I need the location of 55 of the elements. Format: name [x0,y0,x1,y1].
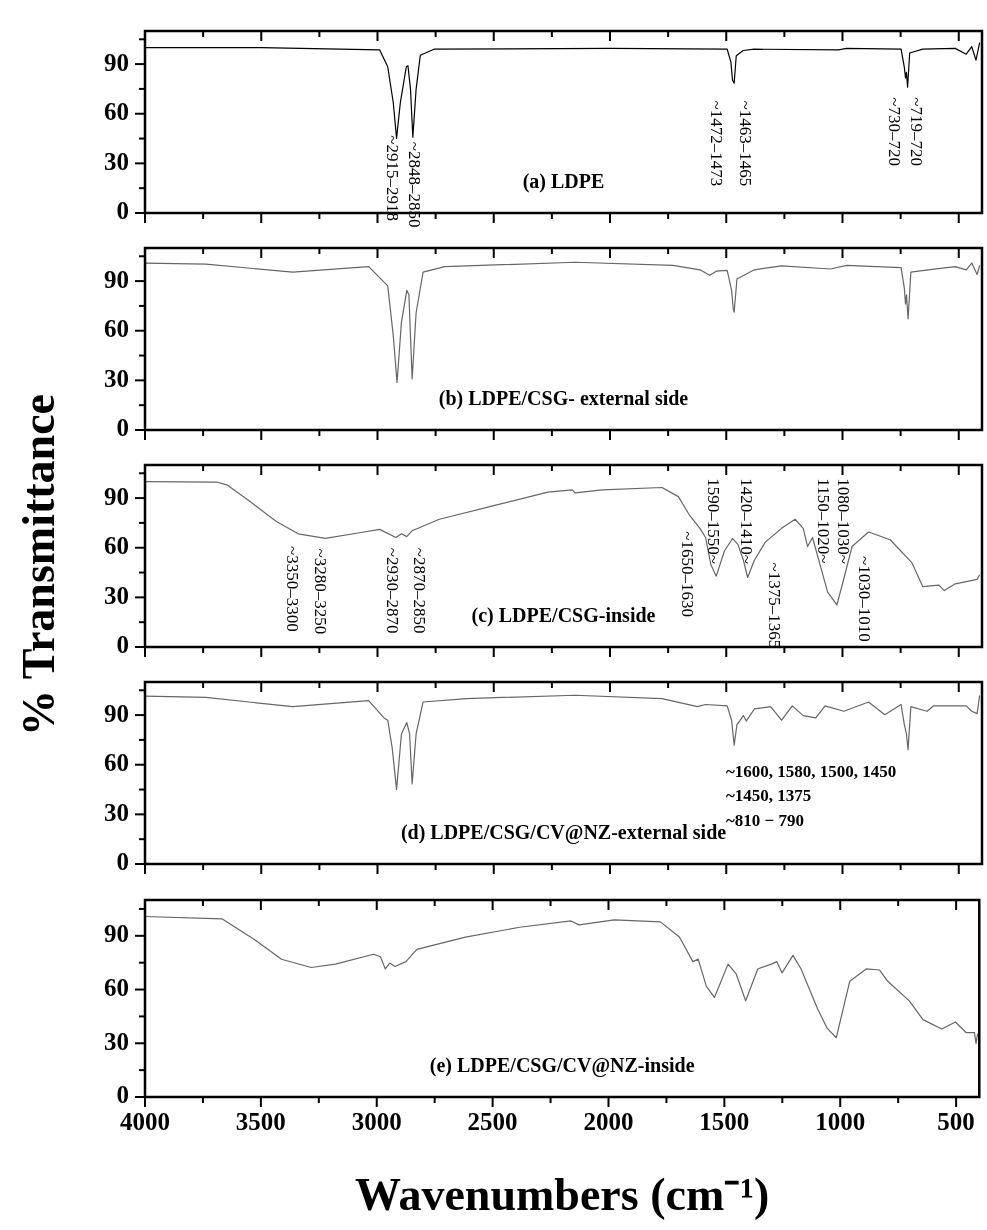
y-tick-label: 90 [104,48,129,76]
text: (e) LDPE/CSG/CV@NZ-inside [429,1054,695,1078]
y-tick-label: 90 [104,265,129,293]
y-tick-label: 0 [116,848,129,876]
y-tick-label: 0 [116,414,129,442]
annotation: ~1463–1465 [735,100,755,187]
annotation: ~1650–1630 [678,531,698,617]
y-tick-label: 90 [104,699,129,727]
annotation: ~719–720 [907,97,927,166]
annotation: ~3280–3250 [311,548,331,635]
y-tick-label: 90 [104,482,129,510]
y-axis-title: % Transmittance [11,394,65,736]
text: (d) LDPE/CSG/CV@NZ-external side [400,821,727,845]
y-tick-label: 0 [116,1081,129,1109]
x-tick-label: 3000 [351,1108,402,1136]
text: (c) LDPE/CSG-inside [471,604,656,628]
annotation: ~1600, 1580, 1500, 1450 [725,762,897,782]
y-tick-label: 60 [104,532,129,560]
text: (b) LDPE/CSG- external side [438,387,689,411]
annotation: ~1030–1010 [854,556,874,642]
annotation: ~2848–2850 [405,141,425,228]
annotation: ~1375–1365 [765,562,785,649]
x-tick-label: 2000 [583,1108,634,1136]
y-tick-label: 30 [104,147,129,175]
x-axis-title: Wavenumbers (cm⁻¹) [354,1169,770,1221]
y-tick-label: 60 [104,98,129,126]
x-tick-label: 2500 [467,1108,518,1136]
annotation: 1590–1550~ [704,478,724,564]
annotation: ~1472–1473 [706,100,726,187]
x-tick-label: 4000 [120,1108,170,1136]
y-tick-label: 30 [104,798,129,826]
annotation: ~2870–2850 [410,547,430,634]
x-tick-label: 1500 [699,1108,750,1136]
annotation: ~2930–2870 [383,547,403,634]
annotation: ~810 − 790 [725,810,804,830]
annotation: 1420–1410~ [737,478,757,564]
y-tick-label: 60 [104,749,129,777]
annotation: 1080–1030~ [833,478,853,564]
annotation: ~730–720 [884,97,904,166]
y-tick-label: 0 [116,631,129,659]
annotation: ~3350–3300 [283,545,303,632]
y-tick-label: 60 [104,974,129,1001]
annotation: 1150–1020~ [813,478,833,564]
y-tick-label: 30 [104,581,129,609]
x-tick-label: 3500 [235,1108,286,1136]
text: (a) LDPE [522,170,605,194]
y-tick-label: 0 [116,197,129,225]
y-tick-label: 30 [104,364,129,392]
x-tick-label: 500 [937,1108,975,1136]
annotation: ~2915–2918 [382,135,402,221]
y-tick-label: 60 [104,315,129,343]
y-tick-label: 90 [104,920,129,948]
y-tick-label: 30 [104,1027,129,1055]
x-tick-label: 1000 [815,1108,866,1136]
annotation: ~1450, 1375 [725,786,812,806]
